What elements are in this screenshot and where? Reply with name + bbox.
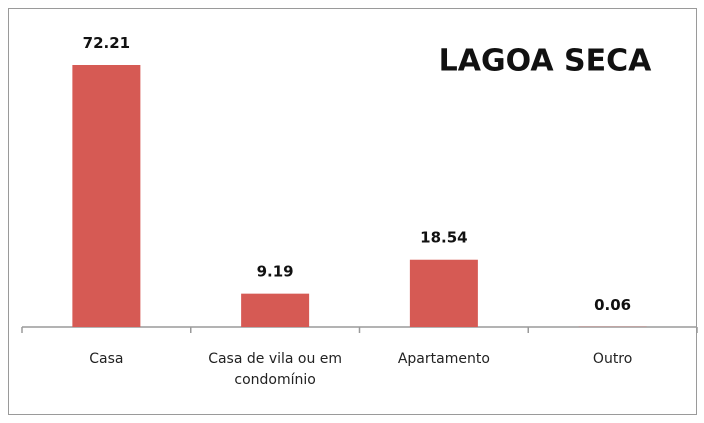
bar — [409, 259, 478, 327]
bar — [72, 65, 141, 327]
x-tick-label: Outro — [592, 351, 633, 367]
bar — [241, 293, 310, 327]
data-label: 0.06 — [594, 296, 631, 314]
data-label: 18.54 — [420, 229, 467, 247]
chart-title: LAGOA SECA — [439, 44, 652, 79]
x-tick-label: Casa de vila ou em condomínio — [208, 351, 343, 388]
x-tick-label: Casa — [89, 351, 124, 367]
x-tick-label: Apartamento — [397, 351, 490, 367]
data-label: 9.19 — [257, 263, 294, 281]
data-label: 72.21 — [83, 34, 130, 52]
